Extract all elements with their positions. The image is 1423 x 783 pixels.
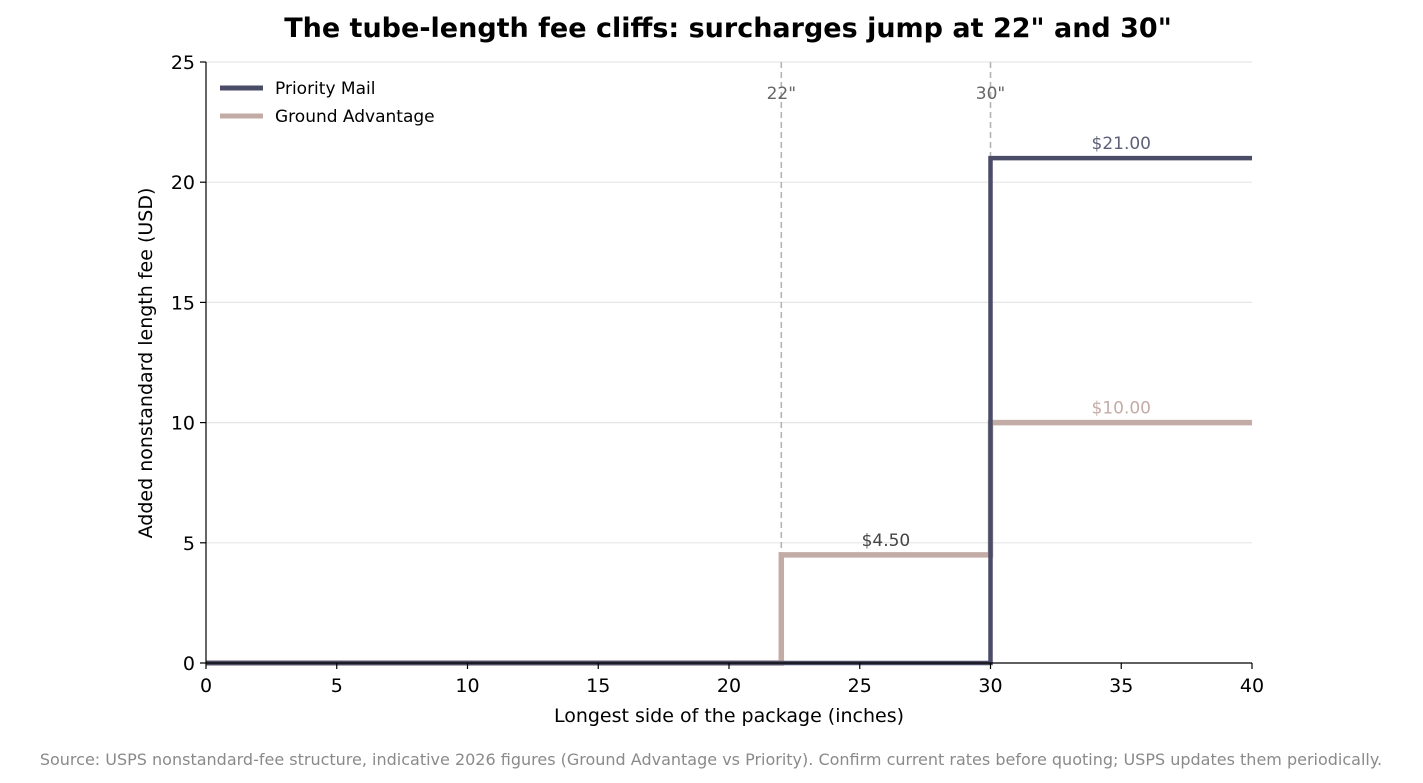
y-tick-label: 20 [171, 172, 195, 194]
y-tick-label: 25 [171, 52, 195, 74]
legend: Priority Mail Ground Advantage [220, 79, 435, 127]
x-tick-label: 20 [717, 675, 741, 697]
x-tick-label: 30 [978, 675, 1002, 697]
fee-label: $21.00 [1092, 134, 1151, 154]
y-axis-ticks: 0 5 10 15 20 25 [171, 52, 206, 675]
y-tick-label: 5 [183, 533, 195, 555]
x-tick-label: 40 [1240, 675, 1264, 697]
fee-annotations: $21.00 $10.00 $4.50 [862, 134, 1151, 551]
y-tick-label: 0 [183, 653, 195, 675]
x-tick-label: 10 [455, 675, 479, 697]
x-tick-label: 0 [200, 675, 212, 697]
x-tick-label: 5 [331, 675, 343, 697]
source-note: Source: USPS nonstandard-fee structure, … [40, 750, 1382, 769]
threshold-lines: 22" 30" [767, 62, 1005, 663]
y-axis-label: Added nonstandard length fee (USD) [135, 188, 157, 539]
fee-label: $4.50 [862, 531, 911, 551]
legend-label: Priority Mail [275, 79, 375, 99]
legend-label: Ground Advantage [275, 107, 435, 127]
chart-title: The tube-length fee cliffs: surcharges j… [284, 13, 1172, 44]
x-tick-label: 35 [1109, 675, 1133, 697]
fee-label: $10.00 [1092, 399, 1151, 419]
x-tick-label: 25 [848, 675, 872, 697]
x-axis-label: Longest side of the package (inches) [554, 705, 904, 727]
y-tick-label: 15 [171, 292, 195, 314]
y-tick-label: 10 [171, 413, 195, 435]
threshold-label: 30" [976, 84, 1005, 104]
x-tick-label: 15 [586, 675, 610, 697]
x-axis-ticks: 0 5 10 15 20 25 30 35 40 [200, 663, 1264, 697]
threshold-label: 22" [767, 84, 796, 104]
